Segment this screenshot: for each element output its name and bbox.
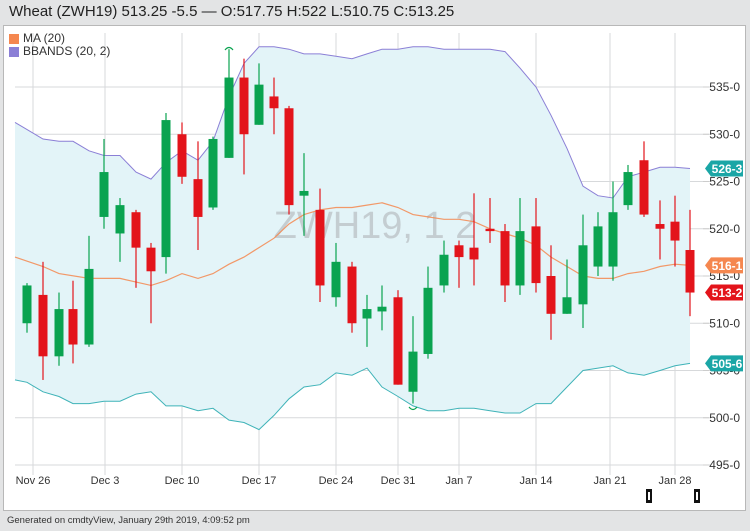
y-tick-label: 520-0 xyxy=(709,222,740,236)
candle xyxy=(562,259,572,314)
candle xyxy=(299,153,309,236)
legend-label-ma: MA (20) xyxy=(23,31,66,45)
bollinger-upper-line xyxy=(14,46,691,199)
candle xyxy=(331,242,341,307)
candle xyxy=(655,200,665,260)
range-handles[interactable] xyxy=(646,489,700,503)
x-tick-label: Dec 10 xyxy=(165,475,200,487)
candle xyxy=(408,316,418,404)
candle xyxy=(254,63,264,125)
candle xyxy=(208,136,218,210)
candles xyxy=(22,46,695,411)
candle xyxy=(531,198,541,293)
candle xyxy=(623,164,633,210)
x-tick-label: Jan 7 xyxy=(446,475,473,487)
candle xyxy=(315,188,325,302)
svg-text:505-6: 505-6 xyxy=(712,357,743,371)
candle xyxy=(284,105,294,215)
candle xyxy=(393,290,403,385)
ma-swatch-icon xyxy=(9,33,19,44)
y-tick-label: 495-0 xyxy=(709,458,740,472)
candle xyxy=(485,198,495,243)
candle xyxy=(608,181,618,281)
candle xyxy=(224,49,234,158)
bbands-swatch-icon xyxy=(9,46,19,57)
candle xyxy=(131,209,141,288)
x-tick-label: Dec 17 xyxy=(242,475,277,487)
candle xyxy=(685,209,695,317)
svg-text:516-1: 516-1 xyxy=(712,259,743,273)
legend: MA (20) BBANDS (20, 2) xyxy=(9,32,110,58)
x-tick-label: Dec 3 xyxy=(91,475,120,487)
candle xyxy=(99,138,109,229)
candle xyxy=(239,58,249,175)
price-tag: 516-1 xyxy=(705,257,743,274)
x-tick-label: Dec 31 xyxy=(381,475,416,487)
bollinger-lower-line xyxy=(14,362,691,431)
y-tick-label: 535-0 xyxy=(709,80,740,94)
candle xyxy=(177,122,187,184)
candle xyxy=(54,292,64,366)
moving-average-line xyxy=(14,202,691,287)
legend-label-bbands: BBANDS (20, 2) xyxy=(23,44,111,58)
x-axis: Nov 26 Dec 3 Dec 10 Dec 17 Dec 24 Dec 31 Jan 7… xyxy=(16,475,692,487)
price-tags: 526-3 516-1 513-2 505-6 xyxy=(705,160,743,372)
legend-item-bbands[interactable]: BBANDS (20, 2) xyxy=(9,45,110,58)
candle xyxy=(454,240,464,288)
candle xyxy=(362,294,372,347)
candle xyxy=(500,224,510,302)
candle xyxy=(423,266,433,359)
x-tick-label: Nov 26 xyxy=(16,475,51,487)
candle xyxy=(22,283,32,333)
candle xyxy=(593,212,603,276)
candle xyxy=(38,261,48,380)
candle xyxy=(347,261,357,333)
watermark: ZWH19, 1 2 xyxy=(274,205,477,247)
svg-text:ZWH19, 1 2: ZWH19, 1 2 xyxy=(274,205,477,247)
svg-text:513-2: 513-2 xyxy=(712,286,743,300)
x-tick-label: Jan 28 xyxy=(658,475,691,487)
x-tick-label: Jan 21 xyxy=(593,475,626,487)
y-tick-label: 530-0 xyxy=(709,127,740,141)
range-handle-left-grip xyxy=(648,492,650,500)
candle xyxy=(193,141,203,251)
low-marker-icon xyxy=(408,406,418,411)
price-tag: 505-6 xyxy=(705,355,743,372)
y-axis: 495-0500-0505-0510-0515-0520-0525-0530-0… xyxy=(703,80,740,472)
candle xyxy=(68,280,78,364)
bollinger-band-fill xyxy=(15,46,690,430)
y-tick-label: 525-0 xyxy=(709,175,740,189)
chart-title: Wheat (ZWH19) 513.25 -5.5 — O:517.75 H:5… xyxy=(9,3,455,20)
legend-item-ma[interactable]: MA (20) xyxy=(9,32,110,45)
candle xyxy=(269,77,279,135)
svg-text:526-3: 526-3 xyxy=(712,162,743,176)
range-handle-right-grip xyxy=(696,492,698,500)
candle xyxy=(670,195,680,267)
y-tick-label: 510-0 xyxy=(709,316,740,330)
candle xyxy=(115,198,125,262)
candle xyxy=(578,214,588,328)
candle xyxy=(515,198,525,295)
candle xyxy=(161,112,171,274)
price-tag: 526-3 xyxy=(705,160,743,177)
x-tick-label: Jan 14 xyxy=(519,475,552,487)
price-tag: 513-2 xyxy=(705,284,743,301)
y-tick-label: 500-0 xyxy=(709,411,740,425)
candle xyxy=(546,245,556,340)
candle xyxy=(377,285,387,331)
candle xyxy=(439,240,449,293)
candle xyxy=(84,235,94,347)
high-marker-icon xyxy=(224,46,234,51)
candle xyxy=(469,193,479,286)
x-tick-label: Dec 24 xyxy=(319,475,354,487)
candle xyxy=(639,141,649,217)
footer-credit: Generated on cmdtyView, January 29th 201… xyxy=(7,515,250,526)
candle xyxy=(146,242,156,324)
